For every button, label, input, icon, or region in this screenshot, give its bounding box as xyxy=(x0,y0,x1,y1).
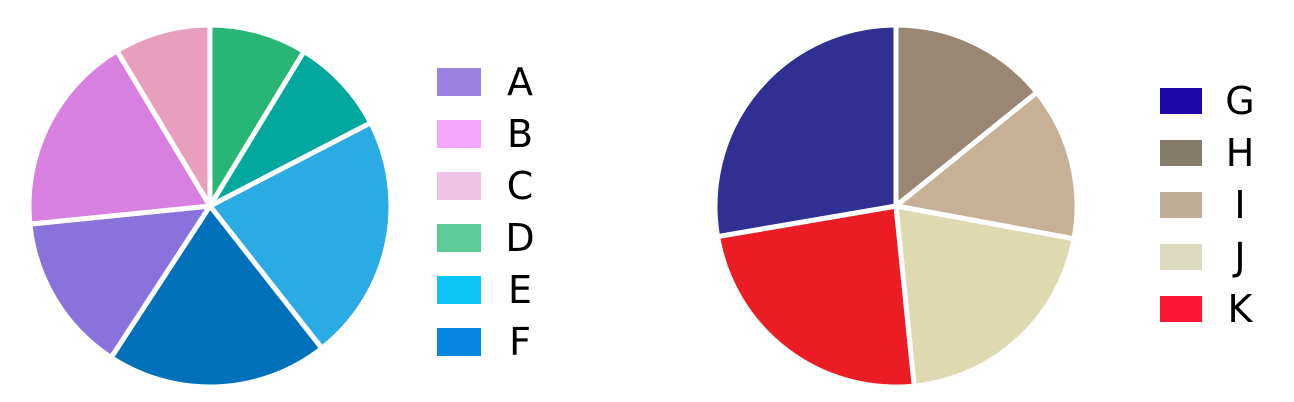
legend-swatch-j xyxy=(1160,244,1202,270)
legend-swatch-f xyxy=(437,328,481,356)
legend-label-k: K xyxy=(1228,287,1254,331)
legend-label-e: E xyxy=(508,268,532,312)
pie-slice-f xyxy=(108,203,325,390)
pie-slice-a xyxy=(27,203,213,361)
legend-label-b: B xyxy=(507,112,533,156)
legend-swatch-c xyxy=(437,172,481,200)
pie-slice-k xyxy=(715,203,917,390)
legend-swatch-k xyxy=(1160,296,1202,322)
legend-swatch-g xyxy=(1160,88,1202,114)
pie-slice-h xyxy=(893,22,1040,209)
pie-slice-b xyxy=(26,48,213,227)
pie-slice-j xyxy=(893,203,1077,389)
pie-slice-c xyxy=(114,22,213,209)
legend-label-c: C xyxy=(507,164,534,208)
legend-label-d: D xyxy=(505,216,534,260)
legend-swatch-a xyxy=(437,68,481,96)
legend-swatch-h xyxy=(1160,140,1202,166)
pie-slice-e xyxy=(207,120,394,351)
pie-slice-g xyxy=(712,22,899,240)
legend-swatch-b xyxy=(437,120,481,148)
legend-label-j: J xyxy=(1232,235,1245,279)
pie-chart-left xyxy=(26,22,394,390)
pie-chart-right xyxy=(712,22,1080,390)
legend-label-f: F xyxy=(509,320,531,364)
legend-label-a: A xyxy=(507,60,533,104)
legend-swatch-d xyxy=(437,224,481,252)
legend-label-g: G xyxy=(1225,79,1254,123)
pie-slice-i xyxy=(893,89,1080,242)
legend-label-h: H xyxy=(1226,131,1255,175)
legend-label-i: I xyxy=(1234,183,1245,227)
legend-swatch-e xyxy=(437,276,481,304)
legend-swatch-i xyxy=(1160,192,1202,218)
